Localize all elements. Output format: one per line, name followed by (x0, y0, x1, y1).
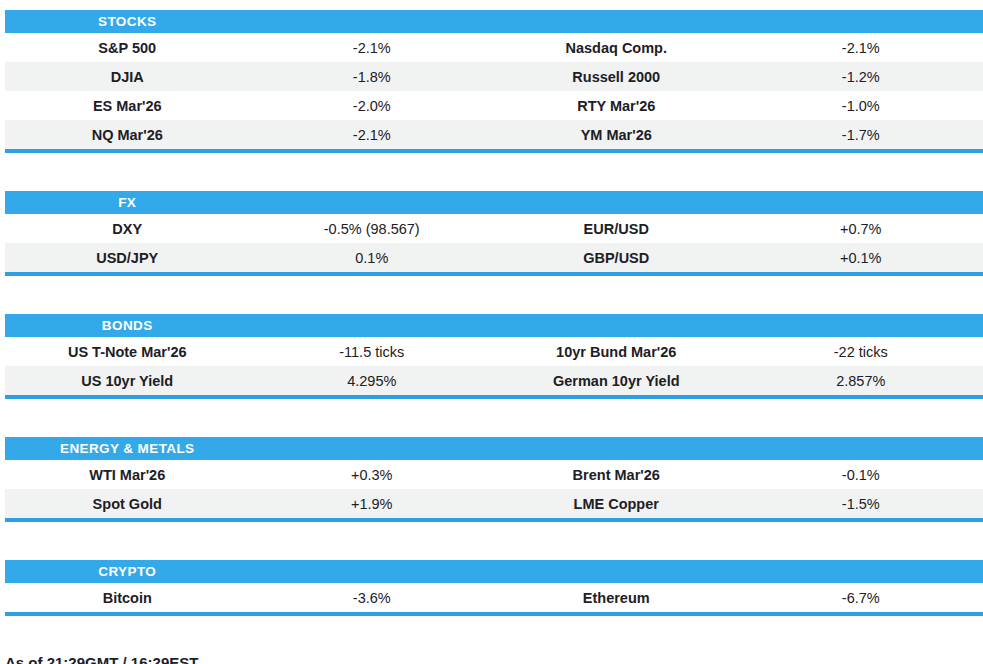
section-header-crypto: CRYPTO (5, 560, 983, 583)
table-row: ES Mar'26 -2.0% RTY Mar'26 -1.0% (5, 91, 983, 120)
instrument-change: -1.2% (739, 69, 983, 85)
table-row: S&P 500 -2.1% Nasdaq Comp. -2.1% (5, 33, 983, 62)
section-energy-metals: ENERGY & METALS WTI Mar'26 +0.3% Brent M… (5, 437, 983, 522)
section-title: FX (5, 195, 250, 210)
section-title: CRYPTO (5, 564, 250, 579)
instrument-name: ES Mar'26 (5, 98, 250, 114)
instrument-change: -1.5% (739, 496, 983, 512)
instrument-change: -6.7% (739, 590, 983, 606)
instrument-change: -3.6% (250, 590, 495, 606)
table-row: DXY -0.5% (98.567) EUR/USD +0.7% (5, 214, 983, 243)
section-divider (5, 518, 983, 522)
instrument-name: Bitcoin (5, 590, 250, 606)
instrument-change: 2.857% (739, 373, 983, 389)
instrument-name: US T-Note Mar'26 (5, 344, 250, 360)
instrument-change: -0.1% (739, 467, 983, 483)
instrument-change: +0.7% (739, 221, 983, 237)
section-header-stocks: STOCKS (5, 10, 983, 33)
section-header-bonds: BONDS (5, 314, 983, 337)
section-title: BONDS (5, 318, 250, 333)
instrument-change: -2.1% (250, 40, 495, 56)
table-row: WTI Mar'26 +0.3% Brent Mar'26 -0.1% (5, 460, 983, 489)
section-header-fx: FX (5, 191, 983, 214)
instrument-change: -1.0% (739, 98, 983, 114)
section-divider (5, 272, 983, 276)
instrument-change: -0.5% (98.567) (250, 221, 495, 237)
instrument-change: -1.8% (250, 69, 495, 85)
instrument-change: -2.0% (250, 98, 495, 114)
section-crypto: CRYPTO Bitcoin -3.6% Ethereum -6.7% (5, 560, 983, 616)
section-divider (5, 395, 983, 399)
instrument-name: USD/JPY (5, 250, 250, 266)
instrument-name: EUR/USD (494, 221, 739, 237)
instrument-name: RTY Mar'26 (494, 98, 739, 114)
table-row: Bitcoin -3.6% Ethereum -6.7% (5, 583, 983, 612)
instrument-name: Spot Gold (5, 496, 250, 512)
section-bonds: BONDS US T-Note Mar'26 -11.5 ticks 10yr … (5, 314, 983, 399)
instrument-name: GBP/USD (494, 250, 739, 266)
section-title: STOCKS (5, 14, 250, 29)
section-header-energy-metals: ENERGY & METALS (5, 437, 983, 460)
as-of-timestamp: As of 21:29GMT / 16:29EST (5, 654, 983, 664)
instrument-change: +1.9% (250, 496, 495, 512)
instrument-change: +0.3% (250, 467, 495, 483)
section-fx: FX DXY -0.5% (98.567) EUR/USD +0.7% USD/… (5, 191, 983, 276)
instrument-name: Ethereum (494, 590, 739, 606)
table-row: Spot Gold +1.9% LME Copper -1.5% (5, 489, 983, 518)
instrument-change: -2.1% (739, 40, 983, 56)
instrument-name: US 10yr Yield (5, 373, 250, 389)
instrument-change: +0.1% (739, 250, 983, 266)
instrument-name: German 10yr Yield (494, 373, 739, 389)
table-row: DJIA -1.8% Russell 2000 -1.2% (5, 62, 983, 91)
section-divider (5, 612, 983, 616)
instrument-name: S&P 500 (5, 40, 250, 56)
table-row: US T-Note Mar'26 -11.5 ticks 10yr Bund M… (5, 337, 983, 366)
instrument-change: -11.5 ticks (250, 344, 495, 360)
section-title: ENERGY & METALS (5, 441, 250, 456)
instrument-name: DXY (5, 221, 250, 237)
instrument-change: -2.1% (250, 127, 495, 143)
instrument-name: LME Copper (494, 496, 739, 512)
instrument-change: -1.7% (739, 127, 983, 143)
instrument-name: WTI Mar'26 (5, 467, 250, 483)
instrument-name: YM Mar'26 (494, 127, 739, 143)
section-divider (5, 149, 983, 153)
instrument-change: -22 ticks (739, 344, 983, 360)
instrument-name: Russell 2000 (494, 69, 739, 85)
section-stocks: STOCKS S&P 500 -2.1% Nasdaq Comp. -2.1% … (5, 10, 983, 153)
instrument-name: Nasdaq Comp. (494, 40, 739, 56)
instrument-name: Brent Mar'26 (494, 467, 739, 483)
table-row: US 10yr Yield 4.295% German 10yr Yield 2… (5, 366, 983, 395)
table-row: USD/JPY 0.1% GBP/USD +0.1% (5, 243, 983, 272)
instrument-change: 0.1% (250, 250, 495, 266)
instrument-name: 10yr Bund Mar'26 (494, 344, 739, 360)
instrument-name: DJIA (5, 69, 250, 85)
market-wrap-page: STOCKS S&P 500 -2.1% Nasdaq Comp. -2.1% … (0, 0, 983, 664)
instrument-name: NQ Mar'26 (5, 127, 250, 143)
instrument-change: 4.295% (250, 373, 495, 389)
table-row: NQ Mar'26 -2.1% YM Mar'26 -1.7% (5, 120, 983, 149)
